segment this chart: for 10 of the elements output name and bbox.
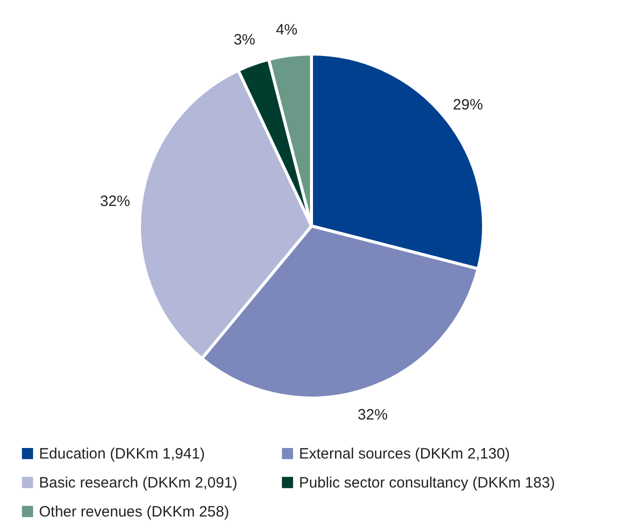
data-label: 3% bbox=[234, 32, 256, 49]
legend-label: Basic research (DKKm 2,091) bbox=[39, 474, 238, 492]
data-label: 29% bbox=[452, 96, 483, 114]
data-label: 32% bbox=[358, 406, 388, 424]
data-label: 4% bbox=[276, 22, 298, 39]
legend-label: External sources (DKKm 2,130) bbox=[299, 446, 510, 463]
legend-label: Other revenues (DKKm 258) bbox=[39, 504, 230, 520]
legend-label: Education (DKKm 1,941) bbox=[39, 446, 205, 463]
data-label: 32% bbox=[100, 193, 130, 210]
legend-label: Public sector consultancy (DKKm 183) bbox=[299, 474, 555, 492]
